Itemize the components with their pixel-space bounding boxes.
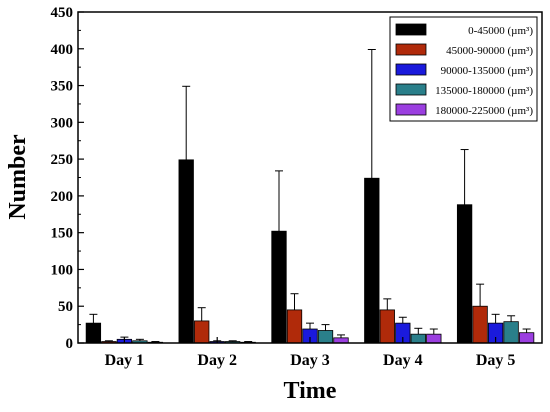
x-tick-label: Day 5 (476, 352, 516, 369)
bar-series-1-day-4 (364, 177, 380, 344)
legend-label-3: 90000-135000 (µm³) (441, 65, 534, 77)
y-tick-label: 300 (51, 115, 74, 131)
bar-series-2-day-4 (379, 309, 395, 344)
bar-series-5-day-4 (426, 333, 442, 344)
x-tick-label: Day 3 (290, 352, 330, 369)
bar-series-1-day-5 (456, 204, 473, 344)
x-tick-label: Day 1 (105, 352, 145, 369)
x-tick-label: Day 2 (197, 352, 237, 369)
legend-label-2: 45000-90000 (µm³) (446, 45, 533, 57)
legend-swatch-4 (395, 83, 427, 96)
y-tick-label: 100 (51, 262, 74, 278)
y-tick-label: 250 (51, 152, 74, 168)
y-tick-label: 450 (51, 5, 74, 21)
legend-label-4: 135000-180000 (µm³) (435, 85, 533, 97)
bar-series-2-day-3 (286, 309, 303, 344)
legend-label-5: 180000-225000 (µm³) (435, 105, 533, 117)
y-tick-label: 50 (58, 299, 73, 315)
y-axis-title: Number (5, 134, 31, 220)
bar-series-5-day-3 (333, 337, 349, 344)
bar-series-2-day-5 (472, 305, 488, 344)
y-tick-label: 200 (51, 189, 74, 205)
legend: 0-45000 (µm³) 45000-90000 (µm³) 90000-1350… (389, 16, 538, 122)
bar-series-4-day-3 (317, 330, 334, 344)
bar-series-4-day-5 (503, 321, 519, 344)
legend-label-1: 0-45000 (µm³) (468, 25, 533, 37)
legend-swatch-3 (395, 63, 427, 76)
bar-series-2-day-2 (194, 320, 210, 344)
y-tick-label: 350 (51, 79, 74, 95)
legend-swatch-5 (395, 103, 427, 116)
legend-swatch-2 (395, 43, 427, 56)
bar-series-5-day-5 (518, 332, 535, 344)
bar-series-4-day-4 (410, 333, 426, 344)
y-tick-label: 150 (51, 226, 74, 242)
bar-series-1-day-3 (271, 230, 287, 344)
ticks-layer: 0 50 100 150 200 250 300 350 400 450 Day 1 Day 2 Day… (51, 5, 516, 369)
x-axis-title: Time (284, 378, 337, 404)
bar-series-1-day-1 (85, 322, 102, 344)
y-tick-label: 0 (66, 336, 74, 352)
x-tick-label: Day 4 (383, 352, 423, 369)
bar-series-1-day-2 (178, 159, 194, 344)
legend-swatch-1 (395, 23, 427, 36)
y-tick-label: 400 (51, 42, 74, 58)
